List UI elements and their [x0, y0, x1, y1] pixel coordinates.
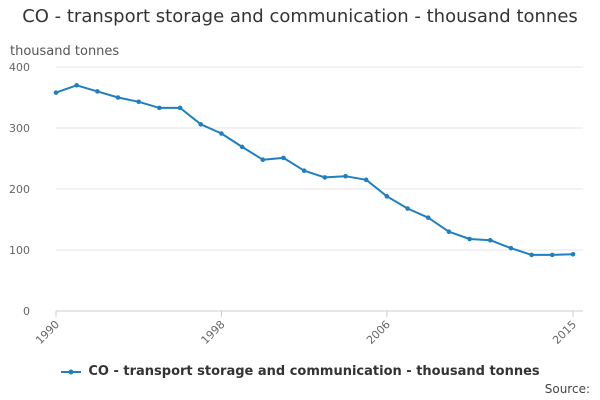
- data-point: [425, 215, 431, 220]
- legend-marker-icon: [61, 369, 82, 374]
- x-tick-label: 1998: [199, 318, 228, 347]
- data-point: [467, 236, 472, 242]
- y-tick-label: 100: [9, 244, 30, 257]
- x-tick-label: 2006: [364, 318, 393, 347]
- data-point: [157, 105, 162, 111]
- data-point: [384, 194, 390, 199]
- data-point: [260, 157, 266, 163]
- data-point: [301, 168, 307, 173]
- data-point: [95, 89, 100, 94]
- data-point: [570, 251, 576, 257]
- data-point: [239, 144, 245, 150]
- y-tick-label: 400: [9, 61, 30, 74]
- data-point: [363, 177, 369, 183]
- data-point: [529, 252, 534, 258]
- chart-title: CO - transport storage and communication…: [22, 6, 578, 27]
- y-axis-label: thousand tonnes: [10, 44, 120, 59]
- data-point: [281, 155, 286, 161]
- data-point: [405, 206, 410, 211]
- x-tick-label: 2015: [550, 318, 579, 347]
- data-point: [198, 122, 204, 127]
- data-point: [487, 237, 493, 243]
- data-point: [219, 131, 224, 136]
- data-point: [177, 105, 183, 111]
- y-tick-label: 0: [23, 305, 30, 318]
- x-tick-label: 1990: [33, 318, 62, 347]
- series-line: [55, 84, 574, 256]
- y-tick-label: 300: [9, 122, 30, 135]
- data-point: [53, 90, 59, 95]
- data-point: [550, 252, 555, 258]
- data-point: [446, 229, 452, 234]
- legend-label: CO - transport storage and communication…: [88, 364, 540, 379]
- source-label: Source:: [544, 382, 590, 396]
- data-point: [322, 175, 328, 180]
- data-point: [115, 95, 121, 100]
- data-point: [508, 245, 514, 251]
- data-point: [136, 99, 142, 105]
- y-tick-label: 200: [9, 183, 30, 196]
- legend[interactable]: CO - transport storage and communication…: [0, 364, 600, 381]
- data-point: [343, 173, 348, 179]
- data-point: [74, 83, 79, 88]
